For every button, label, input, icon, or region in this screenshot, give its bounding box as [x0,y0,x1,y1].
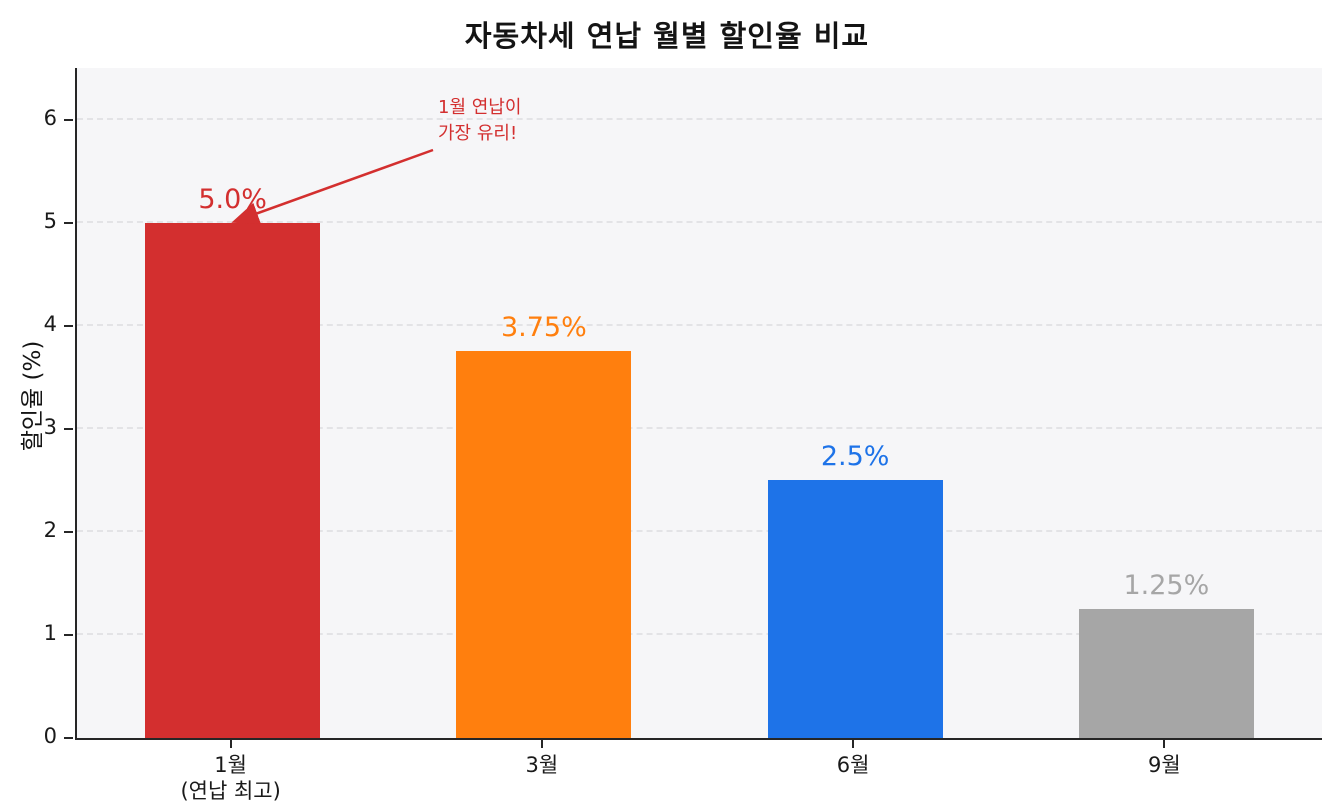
bar [145,222,321,738]
y-tick-mark [64,530,73,533]
y-tick-label: 6 [43,105,57,130]
y-tick-label: 4 [43,311,57,336]
annotation-line-2: 가장 유리! [438,123,518,145]
x-tick-mark [540,740,543,748]
x-tick-label-line: 3월 [525,753,559,777]
x-tick-sublabel-line: (연납 최고) [180,779,281,804]
bar [456,351,632,738]
gridline [77,426,1322,429]
annotation-line-1: 1월 연납이 [438,97,522,118]
x-tick-mark [852,740,855,748]
y-tick-mark [64,324,73,327]
chart-title: 자동차세 연납 월별 할인율 비교 [464,19,870,53]
x-tick-label-line: 6월 [836,753,870,777]
y-tick-label: 1 [43,620,57,645]
y-tick-label: 2 [43,517,57,542]
gridline [77,529,1322,532]
x-tick-label-line: 1월 [214,753,247,777]
annotation-text: 1월 연납이 가장 유리! [438,95,521,147]
gridline [77,220,1322,223]
y-tick-mark [64,633,73,636]
y-tick-mark [64,427,73,430]
x-tick-label-line: 9월 [1148,753,1181,777]
y-tick-label: 0 [43,724,57,748]
gridline [77,323,1322,326]
x-tick-mark [229,740,232,748]
x-tick-label: 9월 [1014,752,1314,778]
y-tick-mark [64,118,73,121]
bar [1078,609,1254,738]
bar-value-label: 2.5% [820,441,890,473]
bar [767,480,943,738]
y-tick-mark [64,737,73,739]
y-tick-mark [64,221,73,224]
x-tick-label: 3월 [392,752,692,778]
gridline [77,632,1322,635]
x-tick-label: 6월 [703,752,1003,778]
bar-value-label: 5.0% [198,183,267,215]
gridline [77,117,1322,120]
y-tick-label: 5 [43,208,57,233]
x-tick-label: 1월 (연납 최고) [81,752,381,805]
plot-area: 5.0% 3.75% 2.5% 1.25% [75,68,1322,740]
x-tick-mark [1163,740,1166,748]
bar-value-label: 3.75% [500,312,587,344]
y-tick-label: 3 [43,414,57,439]
bar-value-label: 1.25% [1123,570,1210,602]
